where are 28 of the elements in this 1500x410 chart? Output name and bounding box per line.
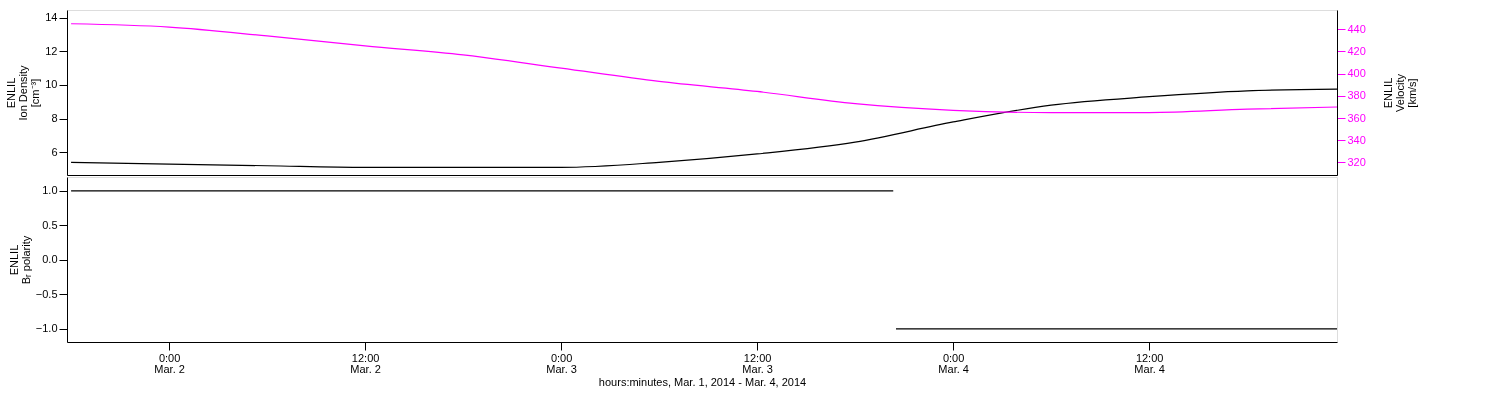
y2-tick-label: 320 xyxy=(1347,155,1366,168)
x-tick-label: 12:00 Mar. 4 xyxy=(1134,351,1165,375)
y-tick-label: 8 xyxy=(51,112,58,125)
y2-tick-label: 420 xyxy=(1347,45,1366,57)
y2-tick-label: 380 xyxy=(1347,89,1366,102)
y-tick-label: 12 xyxy=(45,44,58,57)
y-tick-label: −1.0 xyxy=(35,322,58,335)
x-tick-label: 12:00 Mar. 2 xyxy=(350,351,381,375)
x-tick-label: 0:00 Mar. 3 xyxy=(546,351,577,375)
y-axis-title: ENLIL Bᵣ polarity xyxy=(7,235,32,285)
y2-tick-label: 340 xyxy=(1347,133,1366,146)
x-tick-label: 0:00 Mar. 4 xyxy=(938,351,969,375)
line-series xyxy=(70,23,1338,114)
x-axis-title: hours:minutes, Mar. 1, 2014 - Mar. 4, 2014 xyxy=(598,375,807,388)
y-tick-label: 1.0 xyxy=(42,184,58,197)
y-tick-label: 10 xyxy=(45,78,58,91)
y-axis-title: ENLIL Ion Density [cm⁻³] xyxy=(5,64,42,121)
x-tick-label: 0:00 Mar. 2 xyxy=(154,351,185,375)
y-tick-label: −0.5 xyxy=(35,287,58,300)
x-tick-label: 12:00 Mar. 3 xyxy=(742,351,773,375)
y-tick-label: 14 xyxy=(45,11,58,24)
y2-tick-label: 440 xyxy=(1347,22,1366,35)
y2-axis-title: ENLIL Velocity [km/s] xyxy=(1381,73,1418,112)
y2-tick-label: 360 xyxy=(1347,111,1366,124)
y-tick-label: 0.0 xyxy=(42,253,58,266)
y2-tick-label: 400 xyxy=(1347,67,1366,80)
y-tick-label: 6 xyxy=(51,145,58,158)
y-tick-label: 0.5 xyxy=(42,218,58,231)
